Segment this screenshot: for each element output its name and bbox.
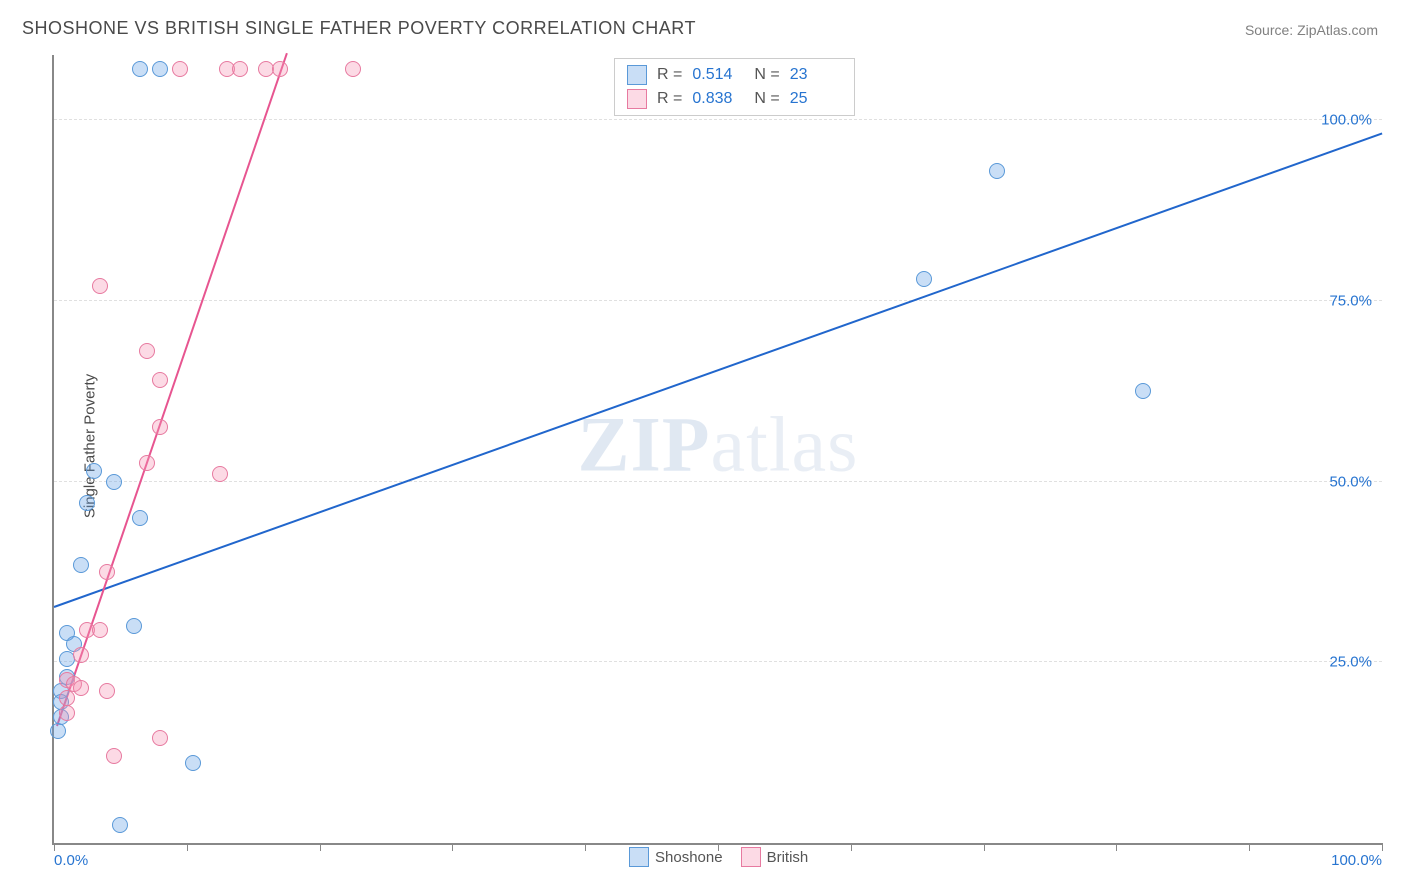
stat-n-value: 25 <box>790 90 842 108</box>
data-point <box>152 372 168 388</box>
series-swatch <box>627 65 647 85</box>
x-tick-label: 0.0% <box>54 852 88 869</box>
data-point <box>989 163 1005 179</box>
stat-label: N = <box>754 90 779 108</box>
scatter-plot-area: ZIPatlas 25.0%50.0%75.0%100.0%0.0%100.0%… <box>52 55 1382 845</box>
legend-label: British <box>767 849 809 866</box>
series-swatch <box>629 847 649 867</box>
gridline <box>54 481 1382 482</box>
data-point <box>232 61 248 77</box>
trend-line <box>54 133 1383 608</box>
data-point <box>92 622 108 638</box>
data-point <box>126 618 142 634</box>
stat-label: R = <box>657 66 682 84</box>
data-point <box>132 61 148 77</box>
x-tick <box>452 843 453 851</box>
chart-title: SHOSHONE VS BRITISH SINGLE FATHER POVERT… <box>22 18 696 39</box>
data-point <box>1135 383 1151 399</box>
data-point <box>139 455 155 471</box>
data-point <box>172 61 188 77</box>
data-point <box>132 510 148 526</box>
series-swatch <box>741 847 761 867</box>
x-tick <box>851 843 852 851</box>
data-point <box>152 61 168 77</box>
stat-r-value: 0.514 <box>692 66 744 84</box>
y-tick-label: 100.0% <box>1321 112 1372 129</box>
x-tick <box>187 843 188 851</box>
stats-row: R = 0.514 N = 23 <box>615 63 854 87</box>
legend-label: Shoshone <box>655 849 723 866</box>
data-point <box>106 748 122 764</box>
series-legend: Shoshone British <box>629 847 808 867</box>
y-tick-label: 25.0% <box>1329 654 1372 671</box>
stats-legend: R = 0.514 N = 23 R = 0.838 N = 25 <box>614 58 855 116</box>
stat-r-value: 0.838 <box>692 90 744 108</box>
data-point <box>73 647 89 663</box>
data-point <box>86 463 102 479</box>
gridline <box>54 300 1382 301</box>
data-point <box>345 61 361 77</box>
gridline <box>54 661 1382 662</box>
data-point <box>92 278 108 294</box>
series-swatch <box>627 89 647 109</box>
data-point <box>152 419 168 435</box>
x-tick <box>1249 843 1250 851</box>
data-point <box>99 564 115 580</box>
data-point <box>106 474 122 490</box>
stat-n-value: 23 <box>790 66 842 84</box>
y-tick-label: 75.0% <box>1329 292 1372 309</box>
data-point <box>212 466 228 482</box>
data-point <box>112 817 128 833</box>
data-point <box>185 755 201 771</box>
data-point <box>152 730 168 746</box>
data-point <box>79 495 95 511</box>
gridline <box>54 119 1382 120</box>
x-tick <box>585 843 586 851</box>
legend-item: British <box>741 847 809 867</box>
watermark: ZIPatlas <box>578 400 859 490</box>
data-point <box>139 343 155 359</box>
data-point <box>73 557 89 573</box>
x-tick-label: 100.0% <box>1331 852 1382 869</box>
y-tick-label: 50.0% <box>1329 473 1372 490</box>
data-point <box>916 271 932 287</box>
source-attribution: Source: ZipAtlas.com <box>1245 22 1378 38</box>
legend-item: Shoshone <box>629 847 723 867</box>
data-point <box>59 705 75 721</box>
data-point <box>50 723 66 739</box>
stat-label: N = <box>754 66 779 84</box>
data-point <box>272 61 288 77</box>
x-tick <box>320 843 321 851</box>
x-tick <box>54 843 55 851</box>
stats-row: R = 0.838 N = 25 <box>615 87 854 111</box>
stat-label: R = <box>657 90 682 108</box>
data-point <box>99 683 115 699</box>
x-tick <box>1382 843 1383 851</box>
x-tick <box>1116 843 1117 851</box>
data-point <box>73 680 89 696</box>
x-tick <box>984 843 985 851</box>
